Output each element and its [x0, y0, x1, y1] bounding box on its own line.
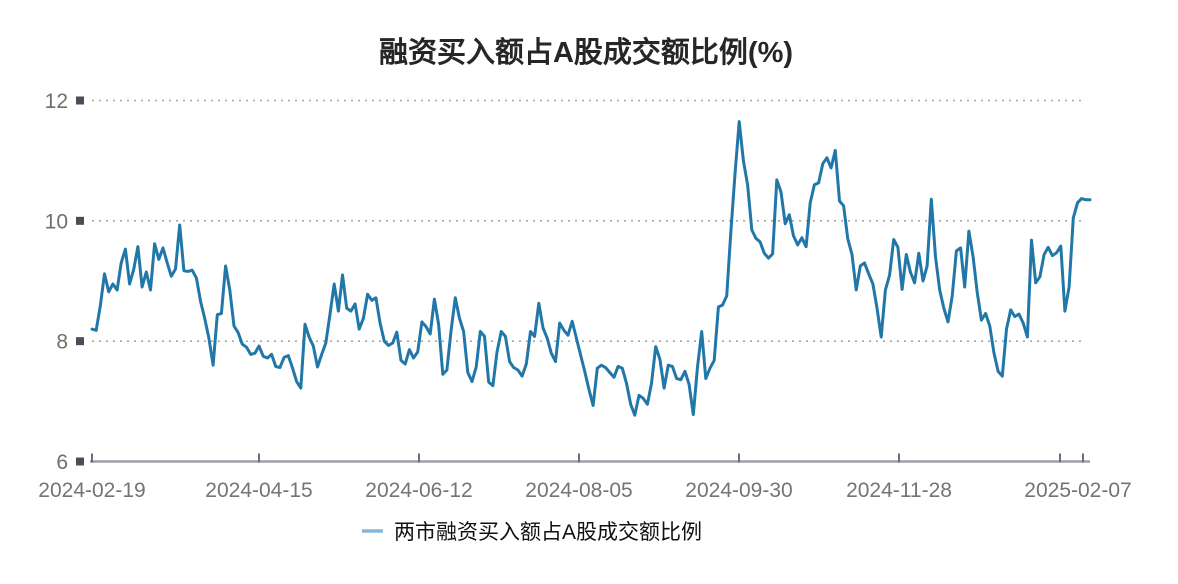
legend-label: 两市融资买入额占A股成交额比例 — [394, 521, 702, 544]
x-axis: 2024-02-19 2024-04-15 2024-06-12 2024-08-05… — [38, 453, 1132, 502]
y-tick-square — [76, 457, 84, 466]
x-tick-label: 2024-04-15 — [205, 479, 312, 502]
x-tick-label: 2025-02-07 — [1024, 479, 1131, 502]
series-line — [90, 120, 1092, 417]
y-axis: 6 8 10 12 — [45, 90, 84, 474]
legend: 两市融资买入额占A股成交额比例 — [362, 521, 702, 544]
x-tick-label: 2024-06-12 — [365, 479, 472, 502]
x-tick-label: 2024-08-05 — [525, 479, 632, 502]
gridlines — [92, 99, 1086, 342]
y-tick-label: 12 — [45, 90, 68, 113]
y-tick-square — [76, 216, 84, 225]
x-tick-label: 2024-02-19 — [38, 479, 145, 502]
y-tick-square — [76, 337, 84, 346]
y-tick-label: 8 — [56, 331, 68, 354]
y-tick-label: 10 — [45, 210, 68, 233]
y-tick-square — [76, 96, 84, 105]
y-tick-label: 6 — [56, 451, 68, 474]
x-tick-label: 2024-11-28 — [846, 479, 952, 502]
x-tick-label: 2024-09-30 — [685, 479, 792, 502]
chart-title: 融资买入额占A股成交额比例(%) — [379, 35, 793, 69]
